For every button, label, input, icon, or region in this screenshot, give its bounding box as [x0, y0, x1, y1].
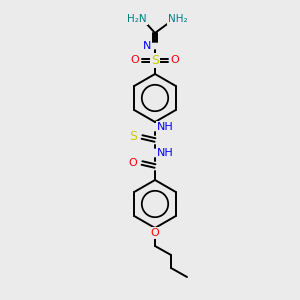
Text: S: S — [151, 53, 159, 67]
Text: NH: NH — [157, 122, 173, 132]
Text: H₂N: H₂N — [127, 14, 147, 24]
Text: O: O — [129, 158, 137, 168]
Text: O: O — [151, 228, 159, 238]
Text: O: O — [130, 55, 140, 65]
Text: O: O — [171, 55, 179, 65]
Text: NH: NH — [157, 148, 173, 158]
Text: N: N — [143, 41, 151, 51]
Text: NH₂: NH₂ — [168, 14, 188, 24]
Text: S: S — [129, 130, 137, 143]
